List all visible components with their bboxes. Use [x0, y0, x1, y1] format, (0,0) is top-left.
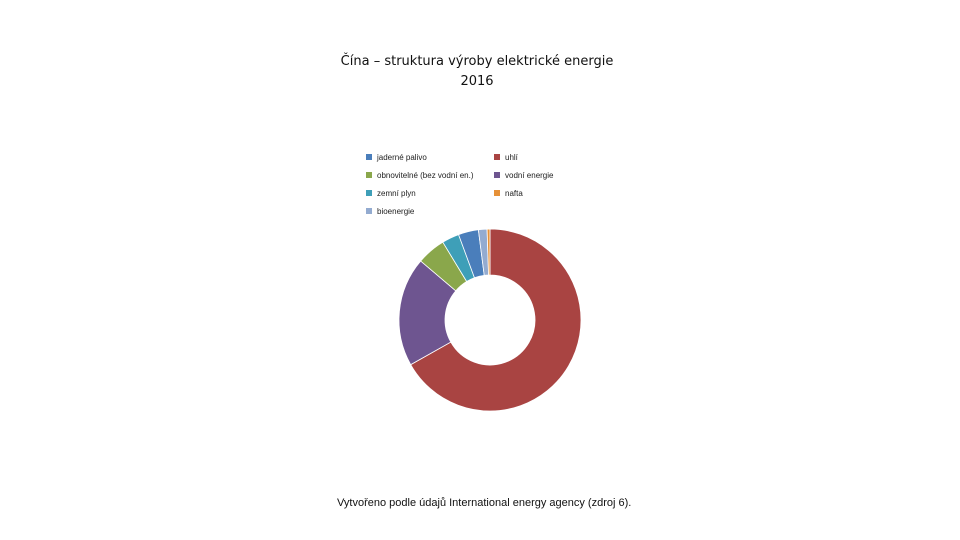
legend-item: nafta: [494, 187, 523, 199]
legend-label: obnovitelné (bez vodní en.): [377, 170, 474, 180]
chart-title-block: Čína – struktura výroby elektrické energ…: [0, 52, 954, 92]
donut-slice: [410, 228, 582, 412]
chart-title: Čína – struktura výroby elektrické energ…: [340, 54, 614, 69]
legend-label: jaderné palivo: [377, 152, 427, 162]
legend-swatch: [494, 154, 500, 160]
legend-swatch: [494, 172, 500, 178]
legend-swatch: [366, 154, 372, 160]
legend-label: bioenergie: [377, 206, 415, 216]
legend-item: jaderné palivo: [366, 151, 427, 163]
source-caption: Vytvořeno podle údajů International ener…: [337, 497, 632, 509]
legend-label: uhlí: [505, 152, 518, 162]
legend-item: vodní energie: [494, 169, 553, 181]
legend-item: zemní plyn: [366, 187, 416, 199]
legend-swatch: [366, 208, 372, 214]
donut-slice: [486, 228, 491, 276]
legend-label: zemní plyn: [377, 188, 416, 198]
legend-swatch: [494, 190, 500, 196]
legend-label: nafta: [505, 188, 523, 198]
legend-swatch: [366, 190, 372, 196]
legend-item: bioenergie: [366, 205, 414, 217]
legend-item: uhlí: [494, 151, 518, 163]
legend-swatch: [366, 172, 372, 178]
legend-item: obnovitelné (bez vodní en.): [366, 169, 474, 181]
legend-label: vodní energie: [505, 170, 554, 180]
chart-subtitle: 2016: [460, 74, 494, 89]
